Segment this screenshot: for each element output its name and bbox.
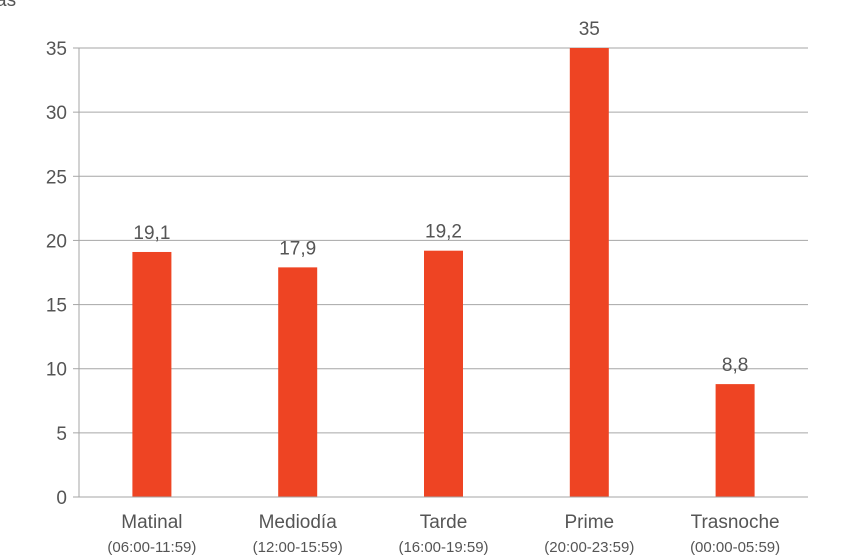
bar-tarde (424, 250, 463, 497)
data-label: 19,1 (133, 223, 170, 244)
y-tick-label: 15 (46, 296, 67, 317)
corner-text-fragment: as (0, 0, 16, 11)
category-time-range: (12:00-15:59) (253, 539, 343, 556)
data-label: 35 (579, 19, 600, 40)
y-tick-label: 30 (46, 103, 67, 124)
category-label: Tarde (420, 512, 468, 533)
y-tick-label: 5 (56, 424, 67, 445)
y-tick-label: 20 (46, 231, 67, 252)
category-time-range: (16:00-19:59) (398, 539, 488, 556)
y-tick-label: 10 (46, 360, 67, 381)
bars (132, 48, 755, 497)
data-label: 8,8 (722, 355, 748, 376)
category-time-range: (06:00-11:59) (107, 539, 196, 556)
bar-prime (569, 48, 609, 497)
data-label: 17,9 (279, 238, 316, 259)
y-tick-label: 0 (56, 488, 67, 509)
category-label: Prime (564, 512, 614, 533)
y-tick-label: 35 (46, 39, 67, 60)
y-axis-tick-labels: 0 5 10 15 20 25 30 35 (46, 39, 67, 509)
data-label: 19,2 (425, 222, 462, 243)
bar-trasnoche (715, 384, 755, 497)
y-tick-label: 25 (46, 167, 67, 188)
data-labels: 19,1 17,9 19,2 35 8,8 (133, 19, 748, 376)
category-time-range: (20:00-23:59) (544, 539, 634, 556)
category-time-range: (00:00-05:59) (690, 539, 780, 556)
category-label: Trasnoche (691, 512, 780, 533)
x-axis-category-labels: Matinal (06:00-11:59) Mediodía (12:00-15:59… (107, 512, 780, 556)
category-label: Mediodía (259, 512, 338, 533)
bar-mediodía (278, 267, 318, 497)
bar-matinal (132, 251, 172, 497)
category-label: Matinal (121, 512, 182, 533)
